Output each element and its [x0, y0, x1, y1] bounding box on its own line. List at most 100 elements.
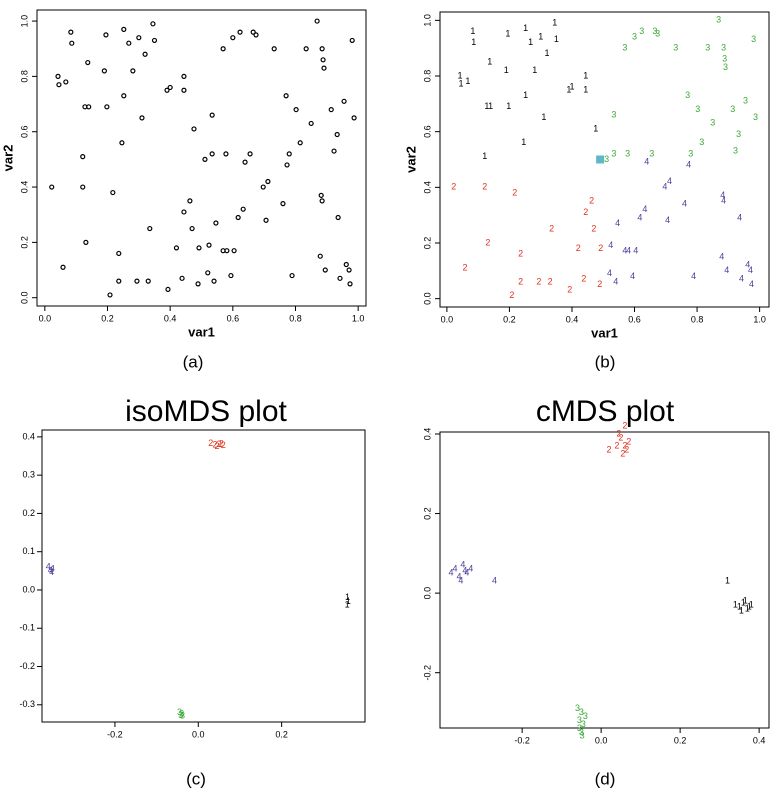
point-label: 2 [451, 182, 456, 192]
point-label: 1 [487, 56, 492, 66]
point-label: 4 [626, 246, 631, 256]
point [231, 248, 237, 254]
y-tick-label: -0.2 [422, 665, 432, 681]
point [85, 59, 91, 66]
point-label: 2 [485, 237, 490, 247]
point-label: 1 [743, 595, 748, 605]
y-tick-label: 0.3 [22, 470, 35, 480]
x-tick-label: -0.2 [514, 735, 530, 745]
x-tick-label: 0.2 [503, 314, 516, 324]
point-label: 3 [611, 148, 616, 158]
y-tick-label: -0.1 [19, 623, 35, 633]
point-label: 4 [745, 260, 750, 270]
point [240, 206, 246, 212]
point [181, 73, 187, 79]
point-label: 3 [580, 731, 585, 741]
y-tick-label: -0.3 [19, 699, 35, 709]
panel-caption: (c) [186, 769, 206, 788]
point-label: 3 [177, 707, 182, 717]
y-tick-label: 0.2 [422, 507, 432, 520]
point-label: 2 [215, 441, 220, 451]
point-label: 4 [748, 265, 753, 275]
point-label: 3 [716, 15, 721, 25]
point [322, 267, 328, 273]
point-label: 2 [518, 276, 523, 286]
point-label: 1 [506, 101, 511, 111]
point-label: 4 [49, 567, 54, 577]
x-tick-label: 0.0 [39, 313, 52, 323]
point [145, 278, 151, 284]
point-label: 1 [532, 65, 537, 75]
point [150, 21, 156, 27]
point-label: 4 [615, 218, 620, 228]
point [346, 267, 352, 273]
y-tick-label: 0.2 [422, 237, 432, 250]
point-label: 4 [462, 566, 467, 576]
point-label: 2 [536, 276, 541, 286]
point [297, 140, 303, 146]
y-tick-label: 0.4 [19, 181, 29, 194]
point [69, 40, 75, 46]
point [286, 151, 292, 157]
point-label: 1 [521, 137, 526, 147]
point-label: 4 [456, 572, 461, 582]
point [328, 106, 334, 113]
point-label: 3 [622, 43, 627, 53]
x-tick-label: 0.6 [628, 314, 641, 324]
point [126, 40, 132, 46]
point [293, 106, 299, 113]
point [318, 192, 324, 198]
point [60, 264, 66, 270]
point-label: 4 [48, 565, 53, 575]
point-label: 2 [576, 243, 581, 253]
point-label: 3 [705, 43, 710, 53]
point [341, 98, 347, 104]
x-tick-label: 0.8 [289, 313, 302, 323]
point-label: 2 [518, 248, 523, 258]
point [284, 162, 290, 168]
point-label: 1 [739, 605, 744, 615]
point [187, 198, 193, 204]
point [116, 278, 122, 284]
point [343, 261, 349, 268]
point-label: 3 [652, 26, 657, 36]
point [334, 131, 340, 138]
point-label: 1 [482, 151, 487, 161]
point-label: 2 [589, 196, 594, 206]
point-label: 1 [465, 76, 470, 86]
point-label: 2 [620, 448, 625, 458]
y-tick-label: 0.0 [422, 587, 432, 600]
point [101, 68, 107, 74]
point-label: 3 [649, 148, 654, 158]
point-label: 3 [575, 703, 580, 713]
point-label: 2 [208, 438, 213, 448]
y-tick-label: 0.4 [422, 181, 432, 194]
point [319, 198, 325, 204]
point-label: 4 [458, 576, 463, 586]
point-label: 4 [449, 568, 454, 578]
point-label: 3 [178, 710, 183, 720]
point-label: 1 [725, 576, 730, 586]
point [211, 278, 217, 284]
point-label: 1 [749, 599, 754, 609]
point [202, 156, 208, 162]
point-label: 1 [747, 601, 752, 611]
point-label: 4 [637, 212, 642, 222]
point-label: 1 [741, 597, 746, 607]
point-label: 3 [579, 727, 584, 737]
point [165, 286, 171, 293]
point [321, 65, 327, 71]
point-label: 3 [673, 43, 678, 53]
point [121, 26, 127, 32]
point-label: 1 [566, 84, 571, 94]
point-label: 2 [548, 276, 553, 286]
point-label: 2 [509, 290, 514, 300]
point [224, 248, 230, 254]
point-label: 4 [724, 265, 729, 275]
plot-frame [439, 11, 770, 308]
y-tick-label: 0.2 [22, 508, 35, 518]
point-label: 4 [667, 176, 672, 186]
point-label: 3 [583, 711, 588, 721]
point [121, 93, 127, 99]
x-tick-label: 0.4 [164, 313, 177, 323]
